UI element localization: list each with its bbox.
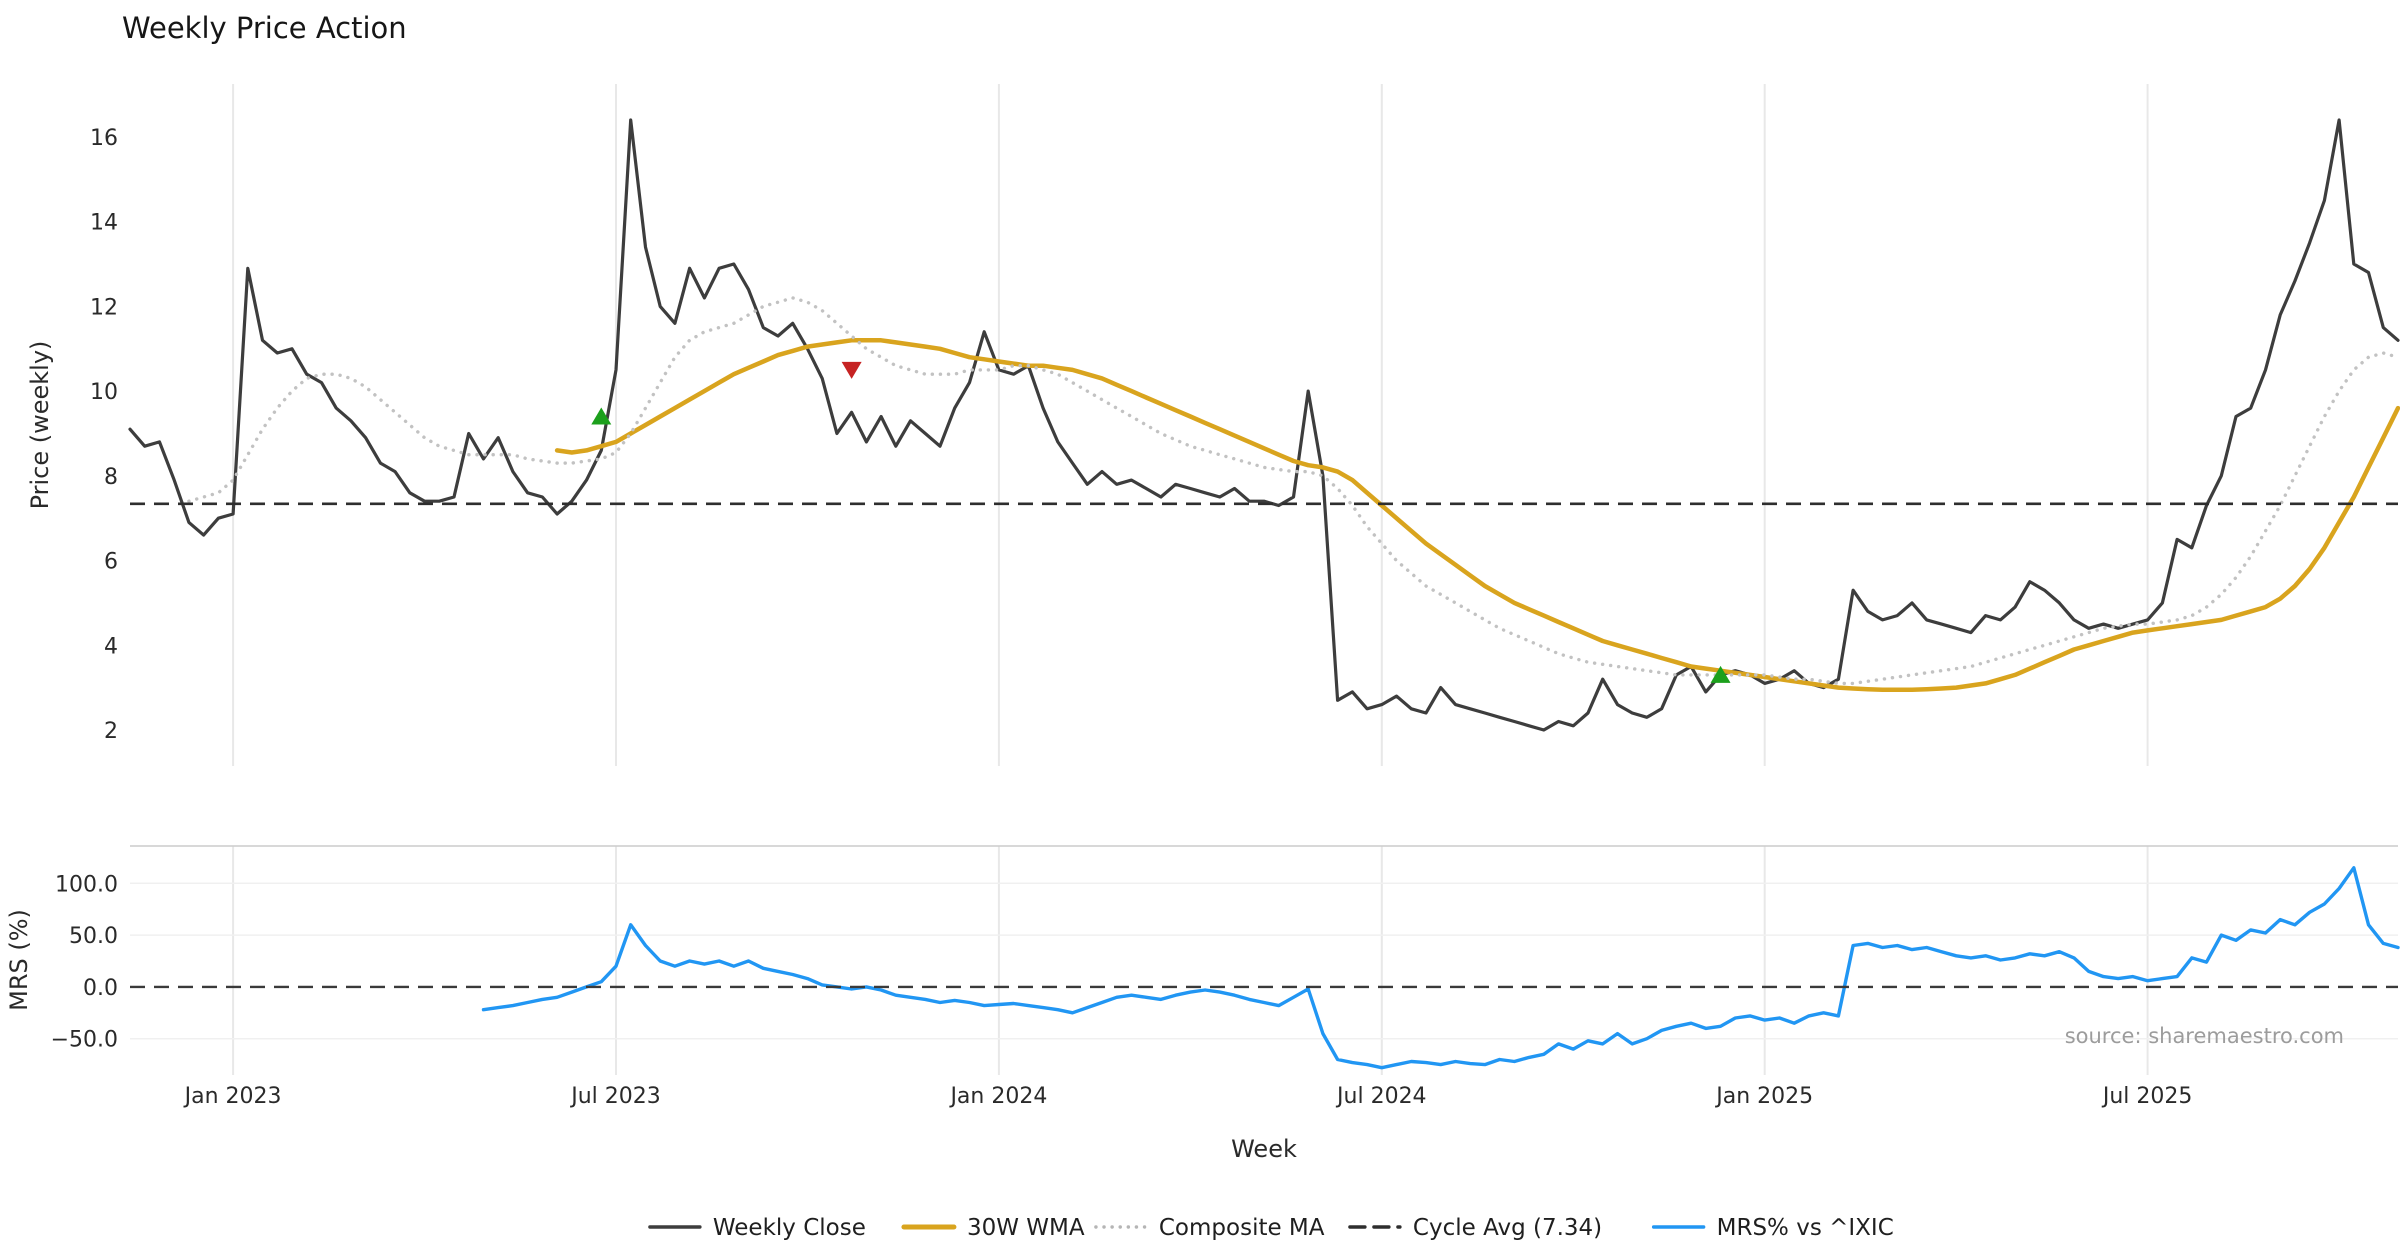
mrs-ytick-label: 0.0	[83, 976, 118, 1001]
composite-ma-line	[187, 296, 2400, 686]
price-ytick-label: 4	[104, 634, 118, 659]
legend-item-composite-ma: Composite MA	[1094, 1215, 1325, 1241]
legend-item-30w-wma: 30W WMA	[901, 1215, 1085, 1241]
buy-signal-marker	[591, 407, 612, 425]
legend-item-cycle-avg-7-34: Cycle Avg (7.34)	[1348, 1215, 1602, 1241]
chart-legend: Weekly Close 30W WMA Composite MA Cycle Avg…	[648, 1215, 1894, 1241]
mrs-ytick-label: 100.0	[55, 872, 118, 897]
price-ytick-label: 6	[104, 550, 118, 575]
legend-label: MRS% vs ^IXIC	[1717, 1215, 1894, 1241]
legend-item-weekly-close: Weekly Close	[648, 1215, 866, 1241]
mrs-panel	[130, 866, 2400, 1070]
price-panel	[128, 118, 2400, 732]
x-tick-label: Jan 2025	[1714, 1084, 1813, 1109]
price-ytick-label: 2	[104, 719, 118, 744]
xaxis-ticks: Jan 2023 Jul 2023 Jan 2024 Jul 2024 Jan 2025…	[183, 1084, 2193, 1109]
legend-label: Cycle Avg (7.34)	[1413, 1215, 1602, 1241]
mrs-yaxis-ticks: −50.0 0.0 50.0 100.0	[51, 872, 118, 1052]
mrs-ytick-label: −50.0	[51, 1028, 118, 1053]
source-text: source: sharemaestro.com	[2065, 1024, 2344, 1048]
price-yaxis-ticks: 2 4 6 8 10 12 14 16	[90, 126, 118, 744]
weekly-close-line	[128, 118, 2400, 732]
mrs-ytick-label: 50.0	[69, 924, 118, 949]
price-ytick-label: 12	[90, 295, 118, 320]
x-tick-label: Jul 2023	[569, 1084, 661, 1109]
buy-signal-marker	[1710, 665, 1731, 683]
price-axis-label: Price (weekly)	[26, 341, 54, 510]
grid-layer	[130, 84, 2398, 1075]
price-ytick-label: 10	[90, 380, 118, 405]
price-ytick-label: 8	[104, 465, 118, 490]
legend-label: Weekly Close	[713, 1215, 866, 1241]
x-tick-label: Jan 2023	[183, 1084, 282, 1109]
legend-label: Composite MA	[1159, 1215, 1325, 1241]
x-tick-label: Jan 2024	[948, 1084, 1047, 1109]
30w-wma-line	[554, 338, 2400, 693]
mrs-axis-label: MRS (%)	[5, 909, 33, 1011]
price-ytick-label: 14	[90, 211, 118, 236]
x-tick-label: Jul 2025	[2101, 1084, 2193, 1109]
x-tick-label: Jul 2024	[1335, 1084, 1427, 1109]
mrs-vs-ixic-line	[481, 866, 2400, 1070]
legend-label: 30W WMA	[967, 1215, 1085, 1241]
x-axis-label: Week	[1231, 1135, 1297, 1163]
sell-signal-marker	[841, 361, 862, 379]
chart-title: Weekly Price Action	[122, 11, 407, 45]
price-ytick-label: 16	[90, 126, 118, 151]
legend-item-mrs-vs-ixic: MRS% vs ^IXIC	[1651, 1215, 1894, 1241]
